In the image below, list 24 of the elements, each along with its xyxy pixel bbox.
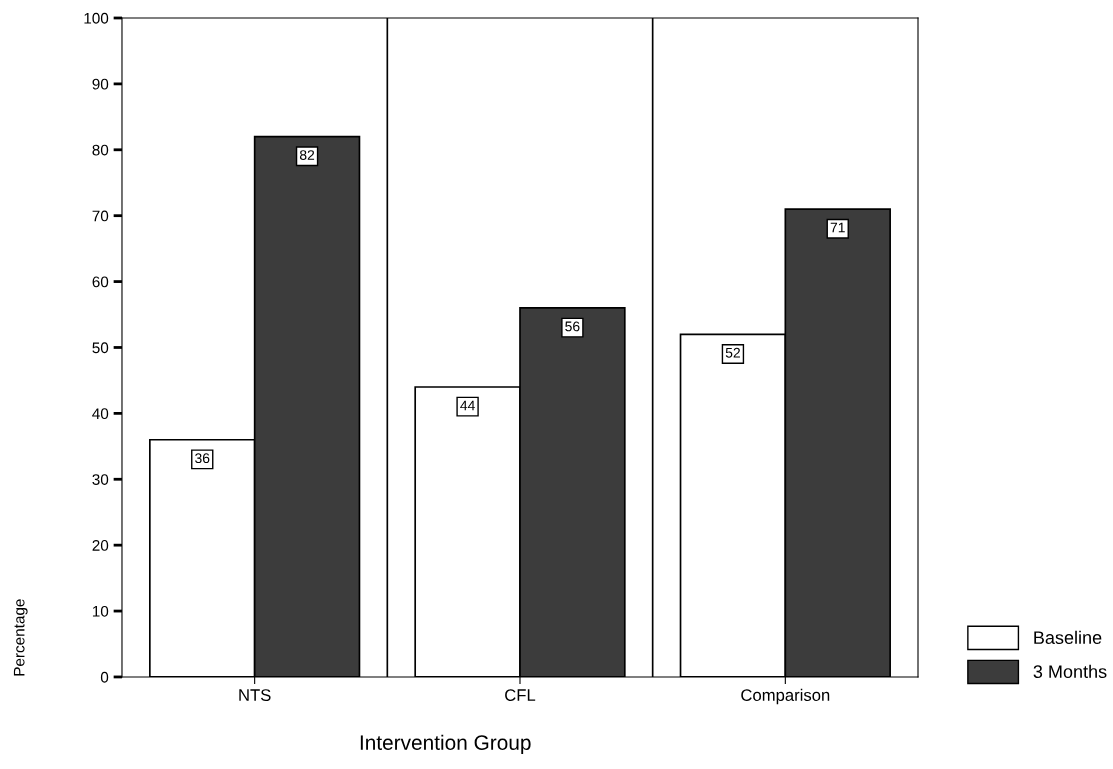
y-tick-label: 20	[92, 540, 109, 551]
y-tick-label: 70	[92, 210, 109, 222]
data-label: 82	[299, 150, 315, 160]
y-axis-title: Percentage	[13, 599, 28, 676]
data-label: 36	[195, 453, 210, 464]
legend-label: 3 Months	[1033, 664, 1107, 679]
y-tick-label: 0	[100, 671, 109, 683]
x-axis-title: Intervention Group	[360, 734, 531, 755]
data-label: 52	[725, 347, 740, 358]
y-tick-label: 30	[92, 474, 109, 485]
y-tick-label: 90	[92, 78, 109, 90]
data-label: 56	[565, 321, 580, 332]
x-tick-label: CFL	[505, 689, 536, 701]
x-tick-label: Comparison	[741, 688, 830, 705]
y-tick-label: 80	[92, 144, 109, 156]
y-tick-label: 40	[92, 408, 109, 420]
y-tick-label: 60	[92, 276, 109, 288]
y-tick-label: 100	[84, 12, 109, 24]
legend-label: Baseline	[1034, 630, 1102, 644]
y-tick-label: 50	[92, 342, 109, 354]
y-tick-label: 10	[92, 605, 109, 617]
data-label: 44	[460, 400, 475, 411]
data-label: 71	[830, 222, 845, 233]
x-tick-label: NTS	[239, 689, 271, 701]
